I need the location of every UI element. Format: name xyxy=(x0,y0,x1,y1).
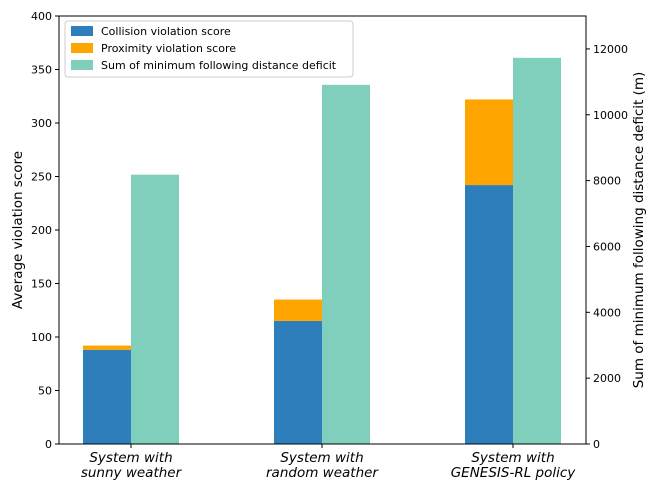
legend-entry-label: Sum of minimum following distance defici… xyxy=(101,59,337,72)
right-tick-label: 12000 xyxy=(593,43,628,56)
left-tick-label: 350 xyxy=(31,64,52,77)
legend-swatch xyxy=(71,43,93,53)
right-tick-label: 10000 xyxy=(593,109,628,122)
left-tick-label: 250 xyxy=(31,171,52,184)
category-label: sunny weather xyxy=(81,465,183,480)
bar-collision-1 xyxy=(274,320,322,444)
category-label: System with xyxy=(471,450,554,466)
bar-deficit-0 xyxy=(131,174,179,445)
left-tick-label: 100 xyxy=(31,331,52,344)
right-tick-label: 0 xyxy=(593,438,600,451)
legend-swatch xyxy=(71,60,93,70)
bar-proximity-1 xyxy=(274,299,322,321)
category-label: random weather xyxy=(266,465,379,480)
category-label: System with xyxy=(89,450,172,466)
bar-proximity-0 xyxy=(83,345,131,350)
legend-entry-label: Proximity violation score xyxy=(101,42,236,55)
left-axis-ticks: 0 50 100 150 200 250 300 350 400 xyxy=(31,10,59,451)
category-label: System with xyxy=(280,450,363,466)
legend-box xyxy=(64,20,354,78)
right-tick-label: 4000 xyxy=(593,306,621,319)
right-axis-ticks: 0 2000 4000 6000 8000 10000 12000 xyxy=(586,43,628,451)
left-tick-label: 150 xyxy=(31,278,52,291)
bar-deficit-1 xyxy=(322,84,370,444)
legend-entry-label: Collision violation score xyxy=(101,25,231,38)
left-tick-label: 400 xyxy=(31,10,52,23)
bar-collision-0 xyxy=(83,349,131,444)
category-label: GENESIS-RL policy xyxy=(451,465,577,480)
left-tick-label: 0 xyxy=(45,438,52,451)
bars-layer xyxy=(83,57,561,445)
left-tick-label: 300 xyxy=(31,117,52,130)
right-tick-label: 8000 xyxy=(593,175,621,188)
y-axis-label-right: Sum of minimum following distance defici… xyxy=(631,72,647,389)
bar-collision-2 xyxy=(465,185,513,444)
bar-proximity-2 xyxy=(465,99,513,186)
right-tick-label: 2000 xyxy=(593,372,621,385)
legend-swatch xyxy=(71,26,93,36)
left-tick-label: 200 xyxy=(31,224,52,237)
bar-deficit-2 xyxy=(513,57,561,444)
legend: Collision violation score Proximity viola… xyxy=(64,20,354,78)
y-axis-label-left: Average violation score xyxy=(10,151,26,309)
left-tick-label: 50 xyxy=(38,385,52,398)
right-tick-label: 6000 xyxy=(593,240,621,253)
